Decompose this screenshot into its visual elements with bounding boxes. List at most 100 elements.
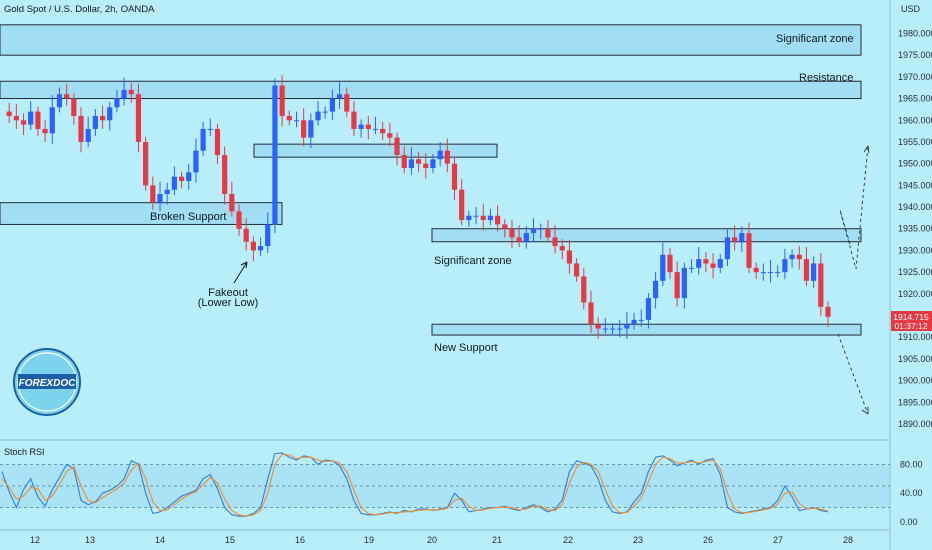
last-price-badge bbox=[891, 311, 932, 331]
candle-body bbox=[653, 280, 659, 299]
price-tick-label: 1955.000 bbox=[898, 137, 932, 147]
candle-body bbox=[229, 194, 235, 212]
rsi-series-d bbox=[1, 453, 829, 517]
candle-body bbox=[789, 254, 795, 260]
candle-body bbox=[64, 94, 70, 99]
forexdoc-logo: FOREXDOC bbox=[13, 348, 81, 416]
candle-body bbox=[387, 133, 393, 138]
candle-body bbox=[451, 163, 458, 190]
fakeout-arrow-head bbox=[240, 261, 248, 269]
price-tick-label: 1950.000 bbox=[898, 159, 932, 169]
zone-box bbox=[0, 24, 862, 56]
time-tick-label: 27 bbox=[773, 535, 783, 545]
candle-body bbox=[164, 189, 170, 195]
candle-body bbox=[178, 176, 185, 182]
rsi-panel-title: Stoch RSI bbox=[4, 447, 45, 457]
candle-body bbox=[538, 228, 544, 230]
candle-body bbox=[265, 224, 271, 247]
candle-body bbox=[681, 267, 687, 299]
candle-body bbox=[595, 324, 601, 329]
candles-layer bbox=[6, 75, 831, 339]
candle-body bbox=[28, 111, 34, 125]
candle-body bbox=[214, 128, 221, 155]
price-tick-label: 1925.000 bbox=[898, 267, 932, 277]
candle-body bbox=[660, 254, 666, 281]
candle-body bbox=[703, 259, 709, 264]
candle-body bbox=[631, 319, 637, 325]
candle-body bbox=[602, 328, 608, 330]
last-price-countdown: 01:37:12 bbox=[894, 321, 927, 331]
candle-body bbox=[466, 215, 472, 221]
candle-body bbox=[559, 246, 565, 251]
candle-body bbox=[473, 215, 479, 217]
price-tick-label: 1910.000 bbox=[898, 332, 932, 342]
price-tick-label: 1940.000 bbox=[898, 202, 932, 212]
candle-body bbox=[811, 263, 817, 281]
candle-body bbox=[380, 128, 386, 134]
price-tick-label: 1890.000 bbox=[898, 419, 932, 429]
candle-body bbox=[365, 124, 371, 129]
rsi-tick-label: 40.00 bbox=[900, 488, 923, 498]
candle-body bbox=[674, 272, 680, 299]
candle-body bbox=[121, 89, 127, 99]
rsi-tick-label: 0.00 bbox=[900, 517, 918, 527]
price-tick-label: 1945.000 bbox=[898, 180, 932, 190]
zone-box bbox=[431, 323, 862, 336]
candle-body bbox=[71, 98, 77, 116]
candle-body bbox=[157, 194, 163, 203]
time-tick-label: 13 bbox=[85, 535, 95, 545]
currency-label: USD bbox=[901, 4, 921, 14]
price-tick-label: 1970.000 bbox=[898, 72, 932, 82]
price-tick-label: 1920.000 bbox=[898, 289, 932, 299]
price-tick-label: 1975.000 bbox=[898, 50, 932, 60]
last-price-value: 1914.715 bbox=[893, 312, 929, 322]
candle-body bbox=[344, 94, 350, 112]
zone-label-resistance: Resistance bbox=[799, 72, 853, 84]
candle-body bbox=[415, 159, 422, 164]
candle-body bbox=[523, 233, 529, 242]
candle-body bbox=[322, 111, 328, 113]
candle-body bbox=[279, 85, 285, 116]
zone-box bbox=[0, 80, 862, 100]
candle-body bbox=[459, 189, 465, 221]
price-axis-panel bbox=[890, 0, 932, 550]
candle-body bbox=[645, 298, 652, 320]
candle-body bbox=[588, 302, 594, 325]
candle-body bbox=[42, 128, 48, 134]
fakeout-arrow bbox=[233, 261, 248, 284]
candle-body bbox=[423, 163, 429, 168]
price-tick-label: 1900.000 bbox=[898, 376, 932, 386]
candle-body bbox=[760, 272, 766, 274]
candle-body bbox=[545, 228, 551, 238]
fakeout-label: Fakeout bbox=[208, 287, 248, 299]
candle-body bbox=[818, 263, 824, 307]
candle-body bbox=[207, 128, 213, 130]
candle-body bbox=[796, 254, 802, 260]
time-tick-label: 14 bbox=[155, 535, 165, 545]
candle-body bbox=[617, 328, 623, 330]
svg-text:FOREXDOC: FOREXDOC bbox=[19, 378, 76, 389]
candle-body bbox=[530, 228, 537, 234]
candle-body bbox=[444, 150, 450, 164]
candle-body bbox=[495, 215, 501, 225]
time-tick-label: 12 bbox=[30, 535, 40, 545]
candle-body bbox=[257, 246, 264, 251]
projection-up-arrow-head bbox=[863, 145, 870, 154]
candle-body bbox=[401, 154, 407, 168]
candle-body bbox=[487, 215, 494, 221]
candle-body bbox=[437, 150, 443, 160]
candle-body bbox=[243, 228, 249, 242]
projection-down-path bbox=[837, 333, 869, 415]
candle-body bbox=[107, 107, 113, 121]
candle-body bbox=[35, 111, 41, 129]
candle-body bbox=[552, 237, 558, 247]
candle-body bbox=[732, 237, 738, 242]
candle-body bbox=[99, 115, 106, 121]
candle-body bbox=[20, 120, 27, 125]
candle-body bbox=[574, 263, 580, 277]
candle-body bbox=[746, 233, 752, 268]
candle-body bbox=[394, 137, 400, 155]
candle-body bbox=[236, 211, 242, 229]
candle-body bbox=[430, 159, 436, 168]
